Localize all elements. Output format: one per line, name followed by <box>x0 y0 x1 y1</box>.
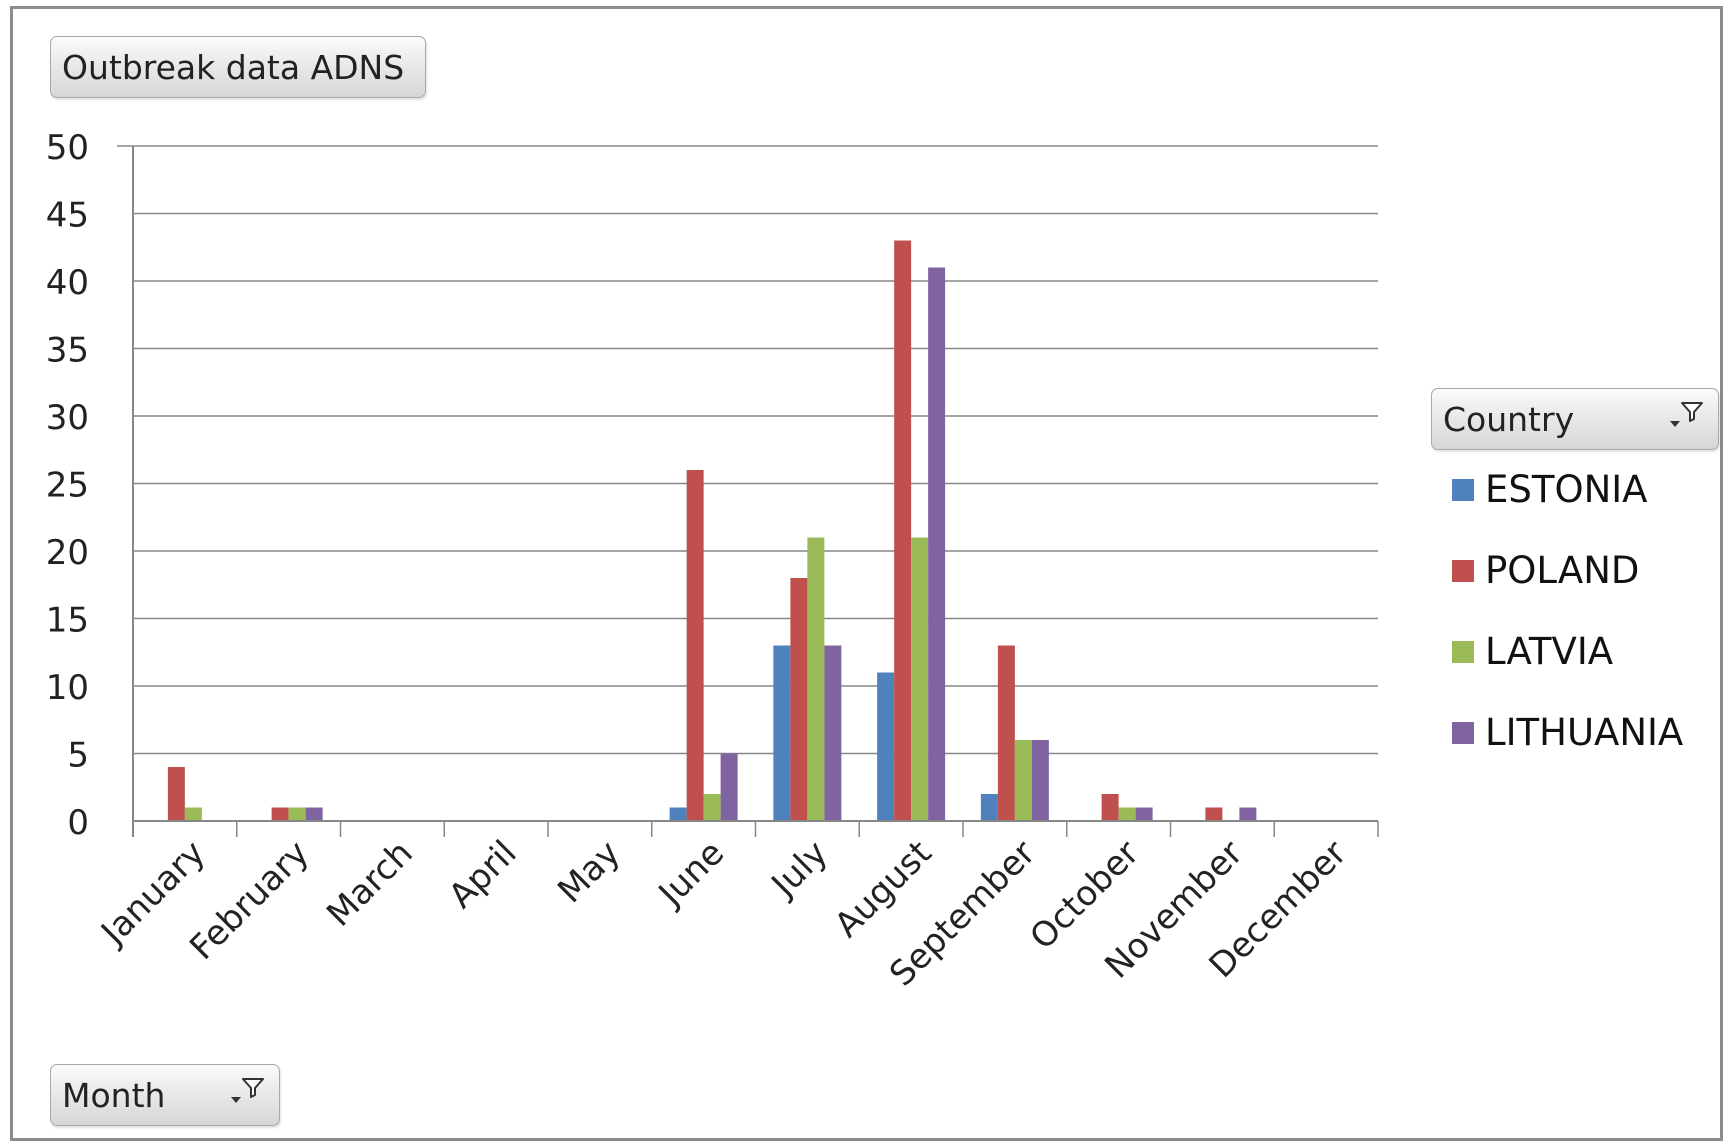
x-tick-label: June <box>650 833 732 915</box>
bar-estonia-august <box>877 672 895 821</box>
data-field-button[interactable]: Outbreak data ADNS <box>50 36 426 98</box>
bar-latvia-january <box>184 807 202 821</box>
y-tick-label: 5 <box>67 736 89 776</box>
legend-item-latvia: LATVIA <box>1452 630 1613 673</box>
bar-poland-september <box>997 645 1015 821</box>
bar-poland-august <box>894 240 912 821</box>
bar-lithuania-november <box>1239 807 1257 821</box>
bar-lithuania-august <box>928 267 946 821</box>
legend-item-poland: POLAND <box>1452 549 1639 592</box>
legend-label: LITHUANIA <box>1485 711 1684 754</box>
y-tick-label: 10 <box>46 668 89 708</box>
bar-estonia-july <box>773 645 791 821</box>
gridlines <box>133 145 1378 755</box>
y-tick-label: 15 <box>46 601 89 641</box>
filter-dropdown-icon <box>231 1078 264 1103</box>
data-field-label: Outbreak data ADNS <box>62 47 405 87</box>
legend-swatch <box>1452 721 1474 744</box>
bar-poland-july <box>790 578 808 821</box>
country-filter-button[interactable]: Country <box>1431 388 1719 450</box>
axes <box>117 145 1379 837</box>
country-filter-label: Country <box>1443 399 1575 439</box>
y-tick-label: 20 <box>46 533 89 573</box>
legend-label: POLAND <box>1485 549 1640 592</box>
bar-lithuania-september <box>1031 740 1049 821</box>
legend-swatch <box>1452 478 1474 501</box>
y-tick-label: 35 <box>46 331 89 371</box>
y-tick-label: 30 <box>46 398 89 438</box>
bar-lithuania-june <box>720 753 738 821</box>
bar-poland-january <box>167 767 185 821</box>
bar-latvia-february <box>288 807 306 821</box>
bar-estonia-september <box>980 794 998 821</box>
y-tick-labels: 0 5 10 15 20 25 30 35 40 45 50 <box>46 128 89 843</box>
legend-swatch <box>1452 559 1474 582</box>
bar-latvia-august <box>911 537 929 821</box>
bar-lithuania-october <box>1135 807 1153 821</box>
bar-lithuania-july <box>824 645 842 821</box>
bars <box>167 240 1257 821</box>
x-tick-label: July <box>763 833 836 906</box>
bar-latvia-july <box>807 537 825 821</box>
bar-latvia-october <box>1118 807 1136 821</box>
chart-frame <box>10 6 1723 1141</box>
bar-poland-october <box>1101 794 1119 821</box>
y-tick-label: 45 <box>46 196 89 236</box>
x-tick-label: May <box>550 833 628 911</box>
y-tick-label: 40 <box>46 263 89 303</box>
bar-estonia-june <box>669 807 687 821</box>
month-filter-label: Month <box>62 1075 166 1115</box>
x-tick-label: April <box>441 833 524 916</box>
y-tick-label: 50 <box>46 128 89 168</box>
y-tick-label: 25 <box>46 466 89 506</box>
legend-label: ESTONIA <box>1485 468 1648 511</box>
legend-item-lithuania: LITHUANIA <box>1452 711 1683 754</box>
x-tick-label: March <box>319 833 421 935</box>
bar-latvia-september <box>1014 740 1032 821</box>
bar-poland-june <box>686 470 704 821</box>
filter-dropdown-icon <box>1670 402 1703 427</box>
legend-swatch <box>1452 640 1474 663</box>
legend-item-estonia: ESTONIA <box>1452 468 1648 511</box>
legend-label: LATVIA <box>1485 630 1614 673</box>
bar-poland-november <box>1205 807 1223 821</box>
y-tick-label: 0 <box>67 803 89 843</box>
bar-latvia-june <box>703 794 721 821</box>
bar-lithuania-february <box>305 807 323 821</box>
month-filter-button[interactable]: Month <box>50 1064 280 1126</box>
bar-poland-february <box>271 807 289 821</box>
